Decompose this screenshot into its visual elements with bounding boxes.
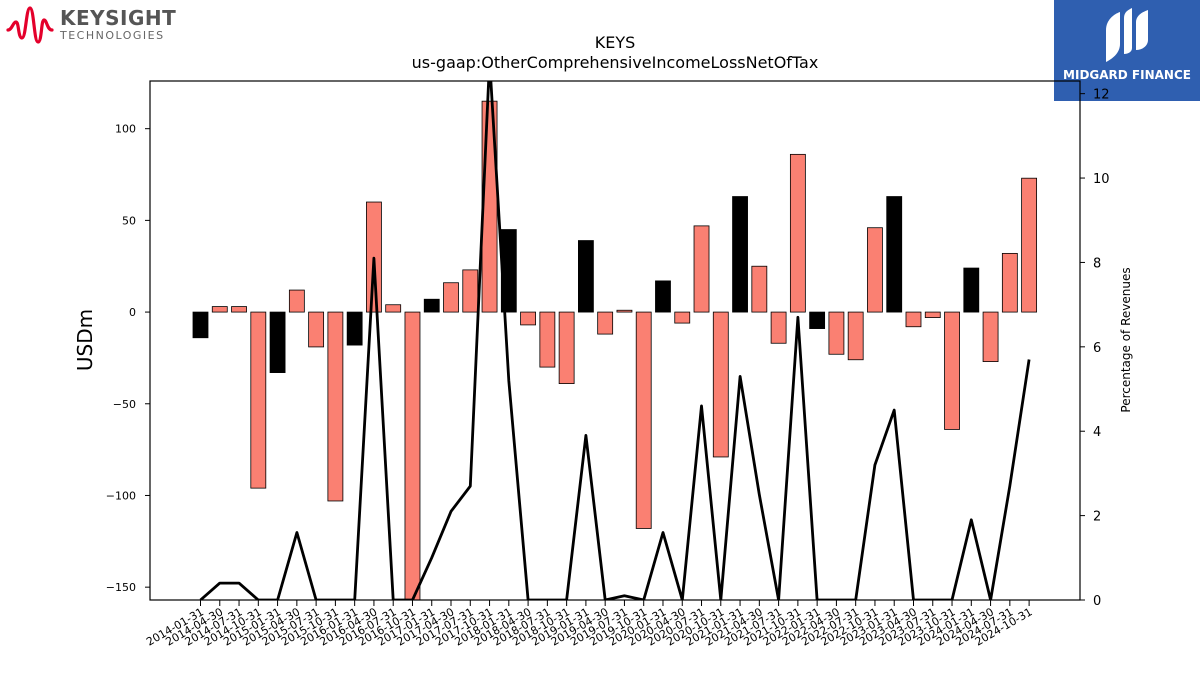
y2-tick-label: 8 <box>1093 256 1101 271</box>
bar-2020-10-31 <box>712 311 729 458</box>
bar-2020-01-31 <box>655 280 671 313</box>
bar-2015-07-31 <box>308 311 325 348</box>
bar-2022-04-30 <box>828 311 845 355</box>
bar-2014-04-30 <box>211 306 228 313</box>
bar-2017-07-31 <box>462 269 479 313</box>
y-tick-label: 50 <box>122 214 136 227</box>
y2-tick-label: 10 <box>1093 172 1110 187</box>
bar-2017-01-31 <box>423 298 440 313</box>
bar-2014-01-31 <box>192 311 209 339</box>
bar-2014-10-31 <box>250 311 267 489</box>
bar-2023-10-31 <box>944 311 960 430</box>
keysight-logo: KEYSIGHT TECHNOLOGIES <box>6 4 176 46</box>
y2-tick-label: 12 <box>1093 88 1110 103</box>
bar-2021-07-31 <box>770 311 787 344</box>
bar-2015-01-31 <box>269 311 286 373</box>
bar-2023-07-31 <box>924 311 941 318</box>
percentage-line <box>199 81 1031 600</box>
bar-2024-04-30 <box>982 311 999 362</box>
bar-2024-10-31 <box>1021 177 1038 313</box>
bar-2022-01-31 <box>809 311 826 329</box>
bar-2018-04-30 <box>520 311 536 326</box>
bar-2021-01-31 <box>732 196 748 313</box>
bar-2018-07-31 <box>539 311 556 368</box>
bar-2017-04-30 <box>443 282 459 313</box>
bar-2016-10-31 <box>404 311 421 600</box>
bar-2023-01-31 <box>886 196 903 313</box>
x-axis: 2014-01-312014-04-302014-07-312014-10-31… <box>144 600 1035 649</box>
bar-2024-07-31 <box>1001 252 1018 313</box>
chart-title: KEYS <box>595 33 636 52</box>
bar-series <box>192 100 1038 600</box>
bar-2014-07-31 <box>231 306 247 313</box>
bar-2020-04-30 <box>674 311 691 324</box>
bar-2023-04-30 <box>905 311 922 328</box>
y-axis-left: −150 −100 −50 0 50 100 <box>106 123 150 594</box>
bar-2022-10-31 <box>867 227 883 313</box>
y-tick-label: −100 <box>106 489 136 502</box>
y-axis-label: USDm <box>73 309 97 371</box>
bar-2021-10-31 <box>789 153 806 313</box>
bar-2021-04-30 <box>751 265 768 313</box>
bar-2016-01-31 <box>346 311 363 346</box>
bar-2015-10-31 <box>327 311 344 502</box>
chart-subtitle: us-gaap:OtherComprehensiveIncomeLossNetO… <box>412 53 819 72</box>
midgard-logo-name: MIDGARD FINANCE <box>1063 68 1191 82</box>
y-tick-label: −150 <box>106 581 136 594</box>
y2-axis-label: Percentage of Revenues <box>1119 267 1133 412</box>
y-tick-label: −50 <box>113 398 136 411</box>
midgard-emblem-icon <box>1106 8 1148 62</box>
bar-2019-04-30 <box>597 311 614 335</box>
plot-frame <box>149 80 1081 601</box>
bar-2022-07-31 <box>847 311 864 361</box>
bar-2018-10-31 <box>558 311 575 384</box>
keysight-logo-name: KEYSIGHT <box>60 6 177 30</box>
bar-2019-01-31 <box>578 240 594 313</box>
bar-2024-01-31 <box>963 267 980 313</box>
y-tick-label: 0 <box>129 306 136 319</box>
bar-2019-07-31 <box>616 309 633 313</box>
bar-2019-10-31 <box>635 311 652 529</box>
y-axis-right: 0 2 4 6 8 10 12 <box>1080 88 1110 609</box>
midgard-finance-logo: MIDGARD FINANCE <box>1054 0 1200 101</box>
y2-tick-label: 4 <box>1093 425 1101 440</box>
bar-2015-04-30 <box>288 289 305 313</box>
line-series <box>199 81 1031 600</box>
y2-tick-label: 2 <box>1093 510 1101 525</box>
y-tick-label: 100 <box>115 123 136 136</box>
bar-2020-07-31 <box>693 225 710 313</box>
y2-tick-label: 0 <box>1093 594 1101 609</box>
y2-tick-label: 6 <box>1093 341 1101 356</box>
keysight-logo-sub: TECHNOLOGIES <box>60 29 165 42</box>
keysight-wave-icon <box>6 6 54 44</box>
bar-2016-07-31 <box>385 304 402 313</box>
